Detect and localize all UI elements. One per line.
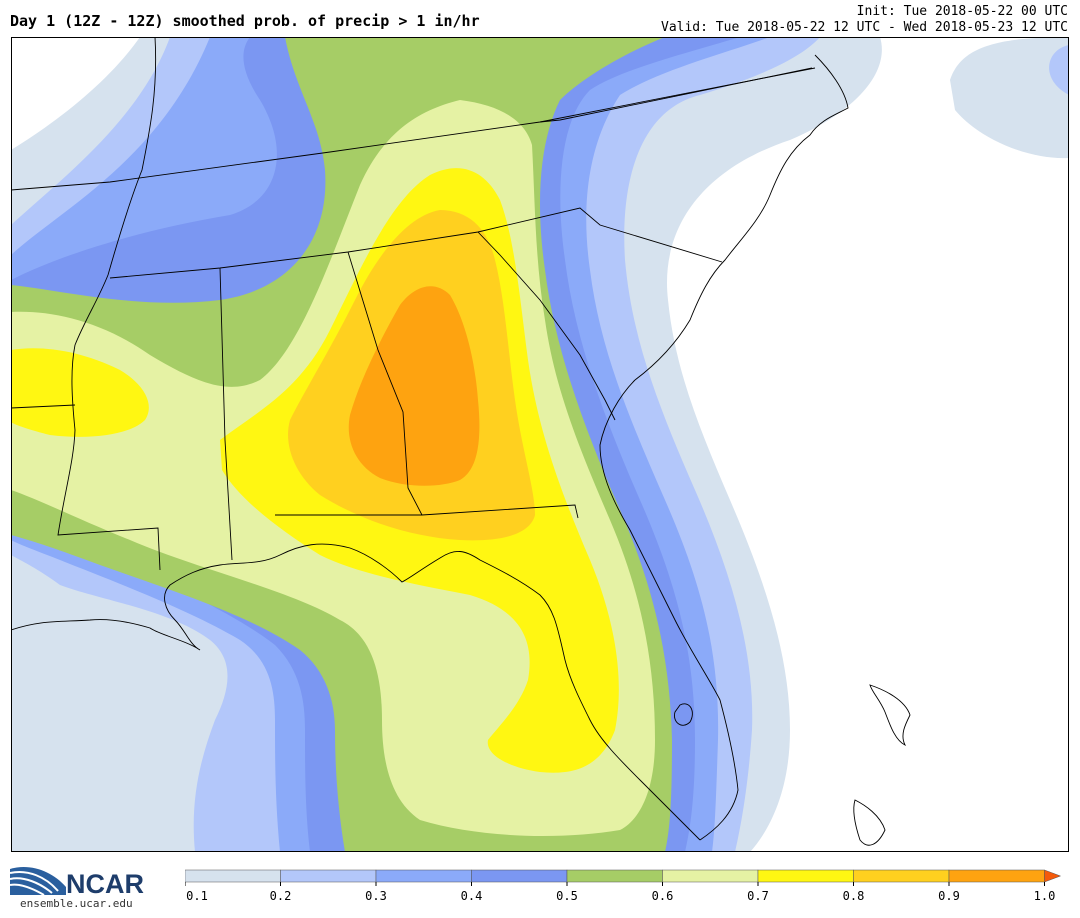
valid-time: Valid: Tue 2018-05-22 12 UTC - Wed 2018-… bbox=[661, 20, 1068, 35]
colorbar-tick-label: 0.8 bbox=[843, 889, 865, 903]
colorbar-segment bbox=[853, 869, 950, 883]
colorbar-tick-label: 0.7 bbox=[747, 889, 769, 903]
colorbar-tick-label: 0.1 bbox=[186, 889, 208, 903]
map-title: Day 1 (12Z - 12Z) smoothed prob. of prec… bbox=[10, 12, 480, 30]
border-nc-va bbox=[539, 67, 813, 123]
contour-0.7-west bbox=[11, 348, 149, 437]
colorbar: 0.1 0.2 0.3 0.4 0.5 0.6 0.7 0.8 0.9 1.0 bbox=[184, 868, 1065, 914]
colorbar-segment bbox=[471, 869, 568, 883]
border-ga-sc bbox=[477, 231, 616, 421]
probability-map bbox=[11, 37, 1069, 852]
colorbar-tick-label: 0.2 bbox=[270, 889, 292, 903]
init-time: Init: Tue 2018-05-22 00 UTC bbox=[856, 4, 1068, 19]
ncar-logo-url: ensemble.ucar.edu bbox=[20, 897, 133, 910]
border-al-ga bbox=[347, 251, 423, 516]
colorbar-segment bbox=[280, 869, 377, 883]
colorbar-extend-arrow bbox=[1044, 869, 1062, 883]
border-ms-al bbox=[219, 267, 233, 561]
colorbar-tick-label: 0.6 bbox=[652, 889, 674, 903]
contour-0.9 bbox=[348, 286, 480, 486]
colorbar-tick-label: 0.4 bbox=[461, 889, 483, 903]
colorbar-segment bbox=[566, 869, 663, 883]
bahamas-island bbox=[869, 684, 911, 747]
gulf-coast bbox=[11, 543, 701, 841]
ncar-logo-text: NCAR bbox=[66, 869, 144, 899]
colorbar-tick-label: 0.9 bbox=[938, 889, 960, 903]
mississippi-river bbox=[57, 37, 161, 571]
colorbar-tick-label: 0.5 bbox=[556, 889, 578, 903]
lake-okeechobee bbox=[674, 703, 693, 726]
east-coast bbox=[599, 54, 849, 841]
border-fl-north bbox=[275, 504, 579, 519]
colorbar-segment bbox=[662, 869, 759, 883]
colorbar-segment bbox=[757, 869, 854, 883]
colorbar-tick-label: 1.0 bbox=[1034, 889, 1056, 903]
bahamas-island-2 bbox=[853, 799, 886, 846]
contour-0.2-ne bbox=[1049, 45, 1069, 95]
colorbar-segment bbox=[948, 869, 1045, 883]
contour-0.1-ne bbox=[950, 37, 1069, 159]
map-frame bbox=[11, 37, 1069, 852]
ncar-logo: NCAR bbox=[9, 857, 160, 913]
border-tn-ky bbox=[11, 67, 816, 191]
colorbar-tick-label: 0.3 bbox=[365, 889, 387, 903]
ncar-logo-arc bbox=[10, 867, 66, 895]
map-boundaries bbox=[11, 37, 911, 846]
border-la-ar bbox=[11, 404, 76, 409]
colorbar-segment bbox=[184, 869, 281, 883]
colorbar-segment bbox=[375, 869, 472, 883]
